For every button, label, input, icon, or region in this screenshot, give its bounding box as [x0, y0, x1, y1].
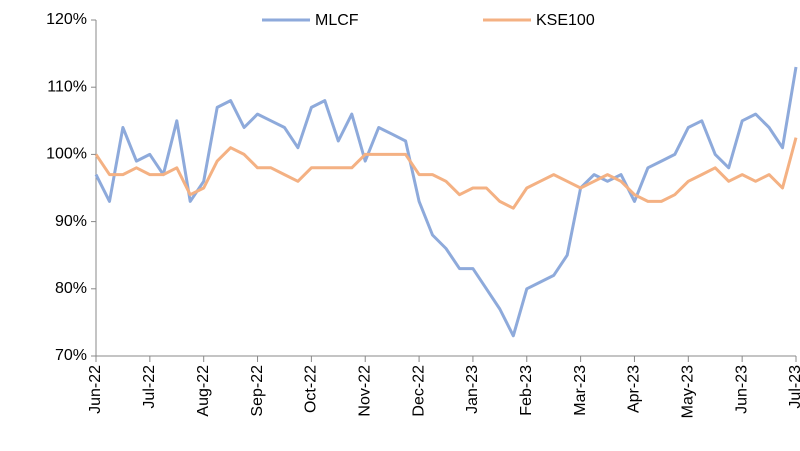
- y-tick-label: 90%: [55, 213, 87, 230]
- y-tick-label: 70%: [55, 347, 87, 364]
- y-tick-label: 120%: [46, 11, 87, 28]
- line-series: [94, 66, 798, 338]
- x-tick-label: Sep-22: [249, 365, 266, 417]
- x-tick-label: Jun-23: [733, 365, 750, 414]
- x-tick-label: Apr-23: [626, 365, 643, 413]
- x-tick-label: Jul-23: [787, 365, 800, 409]
- legend-label: MLCF: [315, 12, 359, 29]
- x-tick-label: Jul-22: [141, 365, 158, 409]
- x-tick-label: Dec-22: [410, 365, 427, 417]
- x-tick-label: Nov-22: [356, 365, 373, 417]
- x-tick-label: Oct-22: [303, 365, 320, 413]
- x-tick-label: May-23: [680, 365, 697, 418]
- line-series: [94, 137, 798, 210]
- x-tick-label: Jan-23: [464, 365, 481, 414]
- legend-label: KSE100: [536, 12, 595, 29]
- y-tick-label: 100%: [46, 146, 87, 163]
- y-tick-label: 110%: [47, 78, 87, 95]
- x-tick-label: Aug-22: [195, 365, 212, 417]
- x-tick-label: Mar-23: [572, 365, 589, 416]
- x-tick-label: Jun-22: [87, 365, 104, 414]
- x-tick-label: Feb-23: [518, 365, 535, 416]
- y-tick-label: 80%: [55, 280, 87, 297]
